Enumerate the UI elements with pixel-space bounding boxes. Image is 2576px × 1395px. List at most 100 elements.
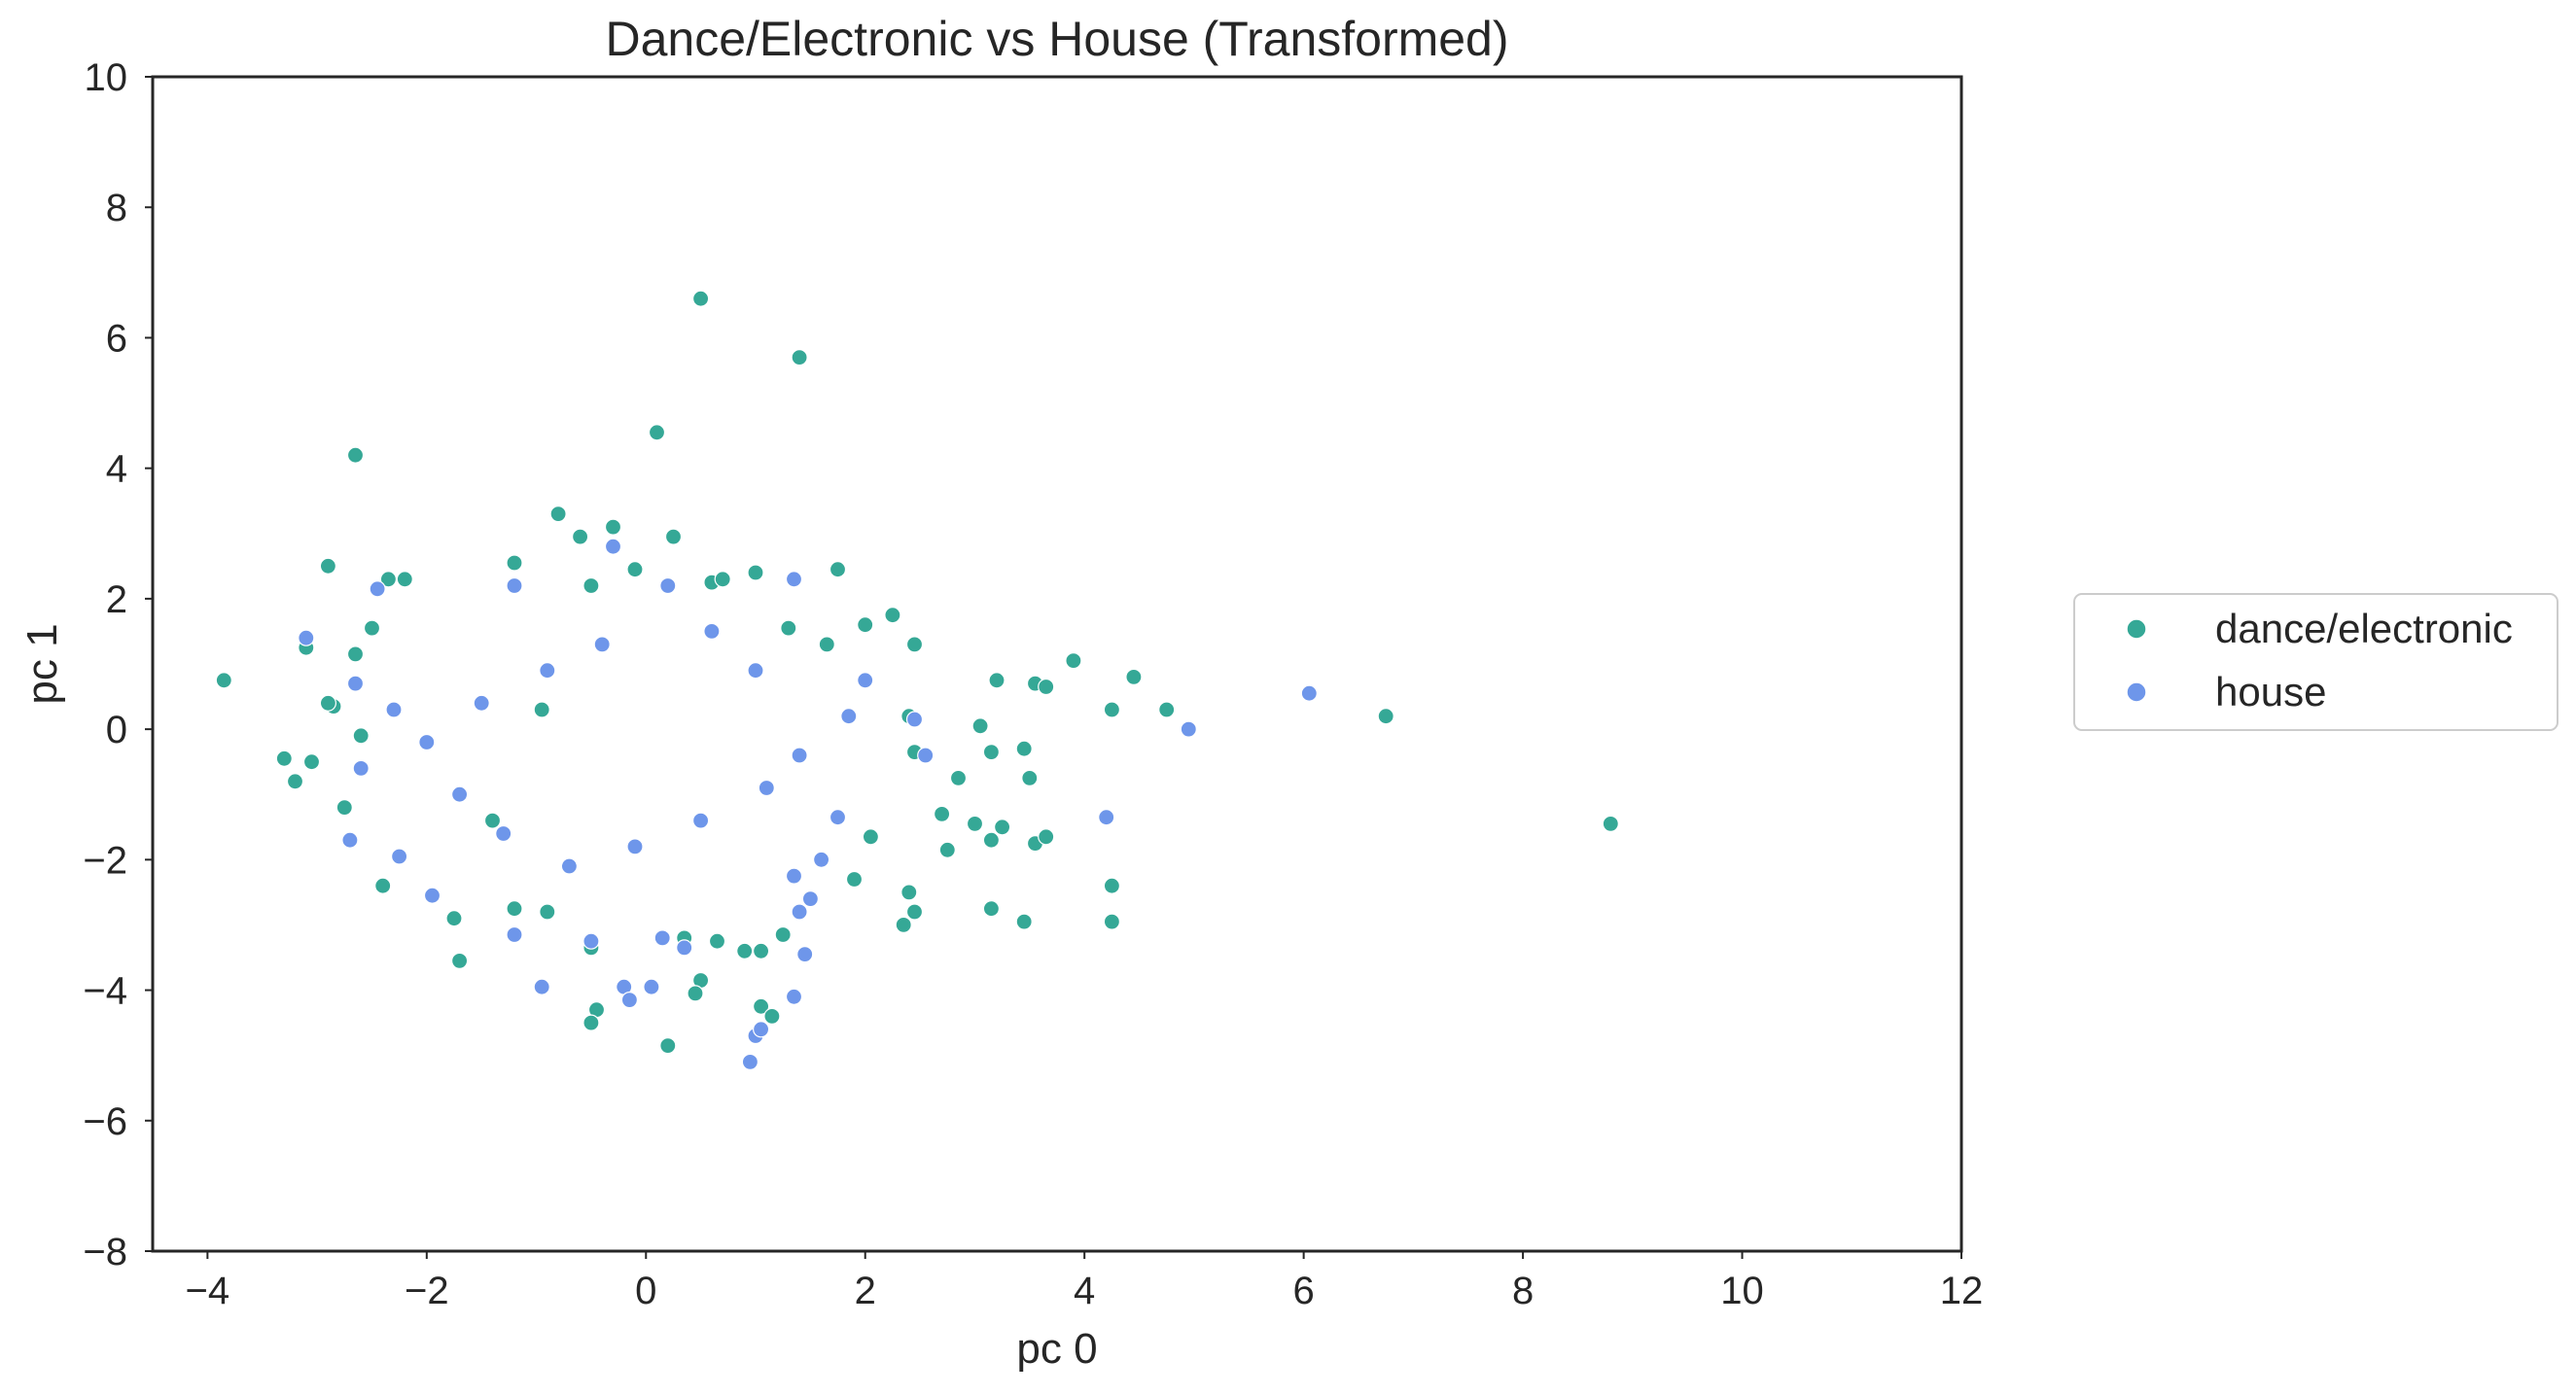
data-point [533,978,550,995]
data-point [774,925,792,944]
x-tick-label: 10 [1720,1270,1764,1312]
data-point [1038,828,1055,846]
data-point [215,672,232,689]
data-point [506,925,523,944]
data-point [801,889,820,908]
y-tick-label: 8 [106,187,127,229]
data-point [483,812,502,829]
data-point [1015,913,1033,930]
x-tick-label: 2 [855,1270,876,1312]
data-point [391,848,408,865]
x-axis-label: pc 0 [1016,1325,1097,1373]
data-point [445,910,463,927]
data-point [549,505,567,523]
data-point [1065,651,1082,670]
legend: dance/electronic house [2073,593,2558,731]
data-point [626,561,644,578]
legend-marker-dance-electronic [2126,618,2147,640]
plot-frame [151,75,1963,1253]
data-point [1125,668,1143,686]
data-point [971,717,989,735]
data-point [1158,701,1176,718]
data-point [791,747,808,764]
data-point [275,750,293,767]
data-point [905,903,924,921]
y-tick-label: 0 [106,709,127,751]
data-point [593,636,611,653]
data-point [648,424,666,441]
data-point [862,828,880,846]
data-point [845,870,864,889]
legend-frame [2073,593,2558,731]
data-point [895,916,912,934]
data-point [506,554,523,572]
data-point [1038,678,1055,696]
data-point [451,952,469,970]
y-tick-label: −4 [83,970,127,1013]
data-point [791,349,808,366]
data-point [302,753,321,771]
ticks-layer: −4 −2 0 2 4 6 8 10 12 −8 −6 −4 −2 0 2 4 6 8 10 [83,56,1983,1312]
data-point [473,694,490,712]
data-point [785,867,803,885]
data-point [884,607,901,624]
data-point [763,1007,781,1026]
chart-title: Dance/Electronic vs House (Transformed) [605,12,1508,66]
data-point [691,812,710,829]
data-point [319,557,336,575]
y-tick-label: 10 [85,56,128,99]
data-point [1021,769,1039,787]
data-point [900,884,918,901]
data-point [1015,740,1033,757]
legend-label-dance-electronic: dance/electronic [2215,606,2513,651]
data-point [747,564,764,581]
data-point [966,815,984,833]
data-point [363,619,381,637]
data-point [418,733,436,751]
data-point [917,747,935,764]
data-point [582,932,600,950]
data-point [857,672,874,689]
data-point [582,1014,600,1031]
data-point [379,571,397,588]
data-point [335,798,353,817]
data-point [659,1036,677,1055]
data-point [747,662,764,680]
x-tick-label: 12 [1940,1270,1984,1312]
y-tick-label: 6 [106,317,127,360]
data-point [829,809,847,826]
data-point [1103,701,1121,718]
data-point [676,939,693,957]
data-point [653,929,671,947]
data-point [840,708,858,725]
data-point [659,576,677,595]
data-point [346,446,365,464]
legend-marker-house [2126,681,2147,703]
x-tick-label: −4 [186,1270,230,1312]
data-point [560,857,579,875]
data-point [620,991,639,1009]
x-tick-label: 6 [1293,1270,1315,1312]
data-point [506,576,523,595]
data-point [352,727,370,745]
data-point [352,759,370,778]
data-point [298,629,315,646]
x-tick-label: −2 [405,1270,449,1312]
data-point [857,616,874,634]
data-point [993,819,1011,836]
data-point [905,636,924,653]
data-point [643,978,660,995]
data-point [982,743,1001,761]
data-point [796,945,814,963]
data-point [604,518,622,536]
data-point [741,1053,759,1071]
data-point [1098,809,1115,826]
data-point [533,701,550,718]
series-dance-electronic [215,290,1619,1055]
data-point [341,831,359,849]
data-point [933,805,951,823]
data-point [539,903,556,921]
data-point [423,887,441,904]
data-point [396,571,413,588]
